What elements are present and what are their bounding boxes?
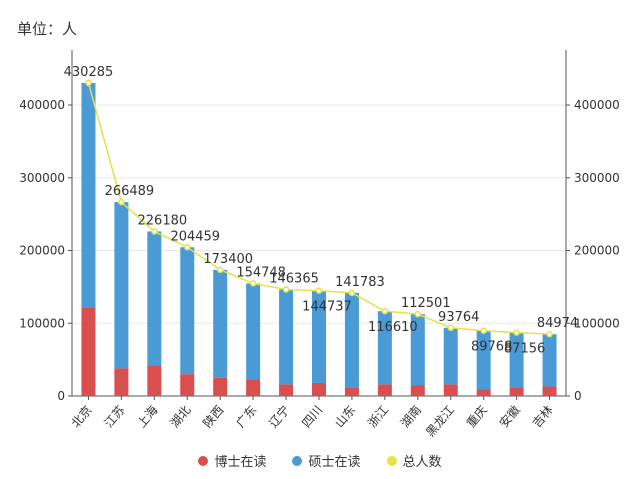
- point-total: [414, 310, 422, 318]
- bar-masters: [147, 231, 162, 366]
- point-total: [447, 324, 454, 332]
- y-tick-label: 400000: [19, 98, 65, 112]
- data-label-total: 146365: [269, 272, 319, 287]
- bar-doctoral: [312, 382, 326, 396]
- bar-masters: [312, 290, 326, 383]
- x-tick-label: 四川: [299, 403, 325, 430]
- data-label-total: 84974: [537, 316, 578, 331]
- legend-label: 硕士在读: [308, 455, 361, 470]
- bar-doctoral: [344, 387, 359, 396]
- y2-tick-label: 300000: [574, 171, 620, 185]
- bar-masters: [443, 327, 458, 385]
- point-total: [546, 330, 553, 338]
- legend-dot-icon: [292, 455, 303, 466]
- point-total: [315, 287, 323, 294]
- point-total: [480, 327, 487, 334]
- x-tick-label: 重庆: [464, 403, 490, 430]
- bar-masters: [180, 247, 195, 375]
- x-tick-label: 安徽: [496, 402, 523, 430]
- unit-label: 单位：人: [17, 20, 78, 38]
- x-tick-label: 黑龙江: [423, 403, 457, 440]
- point-total: [249, 280, 257, 287]
- data-label-total: 266489: [105, 184, 155, 199]
- x-tick-label: 湖南: [397, 402, 424, 430]
- bar-doctoral: [114, 368, 129, 396]
- x-tick-label: 山东: [332, 403, 358, 430]
- point-total: [282, 286, 290, 293]
- data-label-total: 173400: [203, 252, 253, 267]
- bar-masters: [377, 311, 392, 385]
- data-label-total: 430285: [64, 65, 114, 80]
- data-label-total: 112501: [401, 296, 451, 311]
- y2-tick-label: 0: [574, 389, 582, 403]
- data-label-total: 141783: [335, 275, 385, 290]
- y2-tick-label: 100000: [574, 316, 620, 330]
- bar-doctoral: [246, 379, 261, 396]
- bar-masters: [246, 283, 261, 380]
- bar-masters: [542, 334, 557, 387]
- y2-tick-label: 400000: [574, 98, 620, 112]
- legend-item-doctoral[interactable]: 博士在读: [198, 451, 266, 470]
- legend-label: 总人数: [402, 455, 442, 470]
- legend-label: 博士在读: [214, 455, 267, 470]
- legend-item-total[interactable]: 总人数: [386, 451, 442, 470]
- bar-masters: [213, 269, 228, 378]
- x-tick-label: 辽宁: [265, 402, 292, 430]
- bar-masters: [81, 82, 96, 308]
- y-tick-label: 100000: [19, 316, 65, 330]
- x-tick-label: 浙江: [365, 403, 391, 430]
- legend-dot-icon: [386, 455, 397, 466]
- data-label-total: 89768: [471, 340, 512, 355]
- data-label-total: 144737: [302, 300, 352, 315]
- point-total: [381, 307, 389, 315]
- point-total: [118, 198, 125, 206]
- bar-doctoral: [180, 374, 195, 396]
- point-total: [85, 79, 92, 87]
- data-label-total: 226180: [138, 213, 188, 228]
- x-tick-label: 广东: [233, 403, 259, 430]
- point-total: [151, 228, 158, 235]
- x-tick-label: 湖北: [167, 402, 194, 430]
- data-label-total: 87156: [504, 342, 545, 357]
- legend-item-masters[interactable]: 硕士在读: [292, 451, 361, 470]
- y-tick-label: 0: [57, 389, 65, 403]
- point-total: [216, 266, 224, 274]
- bar-masters: [410, 314, 425, 386]
- bar-doctoral: [377, 384, 392, 396]
- data-label-total: 204459: [170, 229, 220, 244]
- bar-doctoral: [509, 387, 524, 396]
- point-total: [513, 329, 520, 336]
- x-tick-label: 吉林: [530, 403, 556, 430]
- bar-doctoral: [147, 365, 162, 396]
- x-tick-label: 江苏: [102, 403, 128, 430]
- bar-doctoral: [476, 389, 491, 396]
- point-total: [184, 244, 191, 251]
- bar-doctoral: [81, 307, 96, 396]
- data-label-total: 154748: [236, 265, 286, 280]
- y-tick-label: 200000: [19, 244, 65, 258]
- x-tick-label: 上海: [134, 402, 161, 430]
- point-total: [348, 289, 356, 297]
- x-tick-label: 陕西: [200, 402, 227, 430]
- data-label-total: 116610: [368, 320, 418, 335]
- x-tick-label: 北京: [69, 403, 95, 430]
- bar-doctoral: [410, 385, 425, 396]
- bar-masters: [114, 202, 129, 369]
- bar-doctoral: [279, 384, 294, 396]
- legend: 博士在读 硕士在读 总人数: [0, 451, 640, 470]
- y2-tick-label: 200000: [574, 244, 620, 258]
- bar-masters: [344, 292, 359, 388]
- bar-doctoral: [542, 386, 557, 396]
- y-tick-label: 300000: [19, 171, 65, 185]
- bar-doctoral: [213, 377, 228, 396]
- bar-masters: [279, 289, 294, 385]
- bar-masters: [509, 332, 524, 388]
- data-label-total: 93764: [438, 310, 479, 325]
- bar-masters: [476, 330, 491, 390]
- bar-doctoral: [443, 384, 458, 396]
- legend-dot-icon: [198, 455, 209, 466]
